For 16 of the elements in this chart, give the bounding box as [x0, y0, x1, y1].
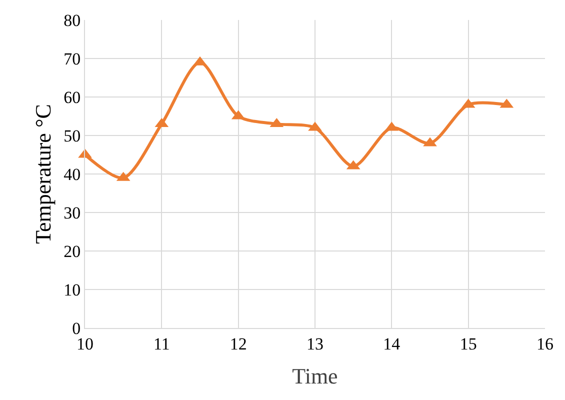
y-axis-title: Temperature °C: [30, 104, 56, 244]
x-tick-label: 12: [230, 334, 247, 354]
y-tick-label: 20: [64, 242, 81, 261]
y-tick-label: 60: [64, 88, 81, 107]
x-tick-label: 14: [383, 334, 401, 354]
y-tick-label: 40: [64, 164, 81, 184]
x-tick-label: 11: [153, 334, 170, 354]
x-tick-label: 16: [536, 334, 554, 354]
x-tick-label: 15: [460, 334, 477, 354]
x-axis-title: Time: [292, 363, 338, 388]
x-tick-label: 13: [306, 334, 324, 354]
y-tick-label: 50: [64, 126, 81, 146]
y-tick-label: 30: [64, 203, 81, 222]
y-tick-label: 80: [64, 10, 81, 30]
y-tick-label: 10: [64, 280, 81, 300]
y-tick-label: 70: [64, 49, 81, 68]
